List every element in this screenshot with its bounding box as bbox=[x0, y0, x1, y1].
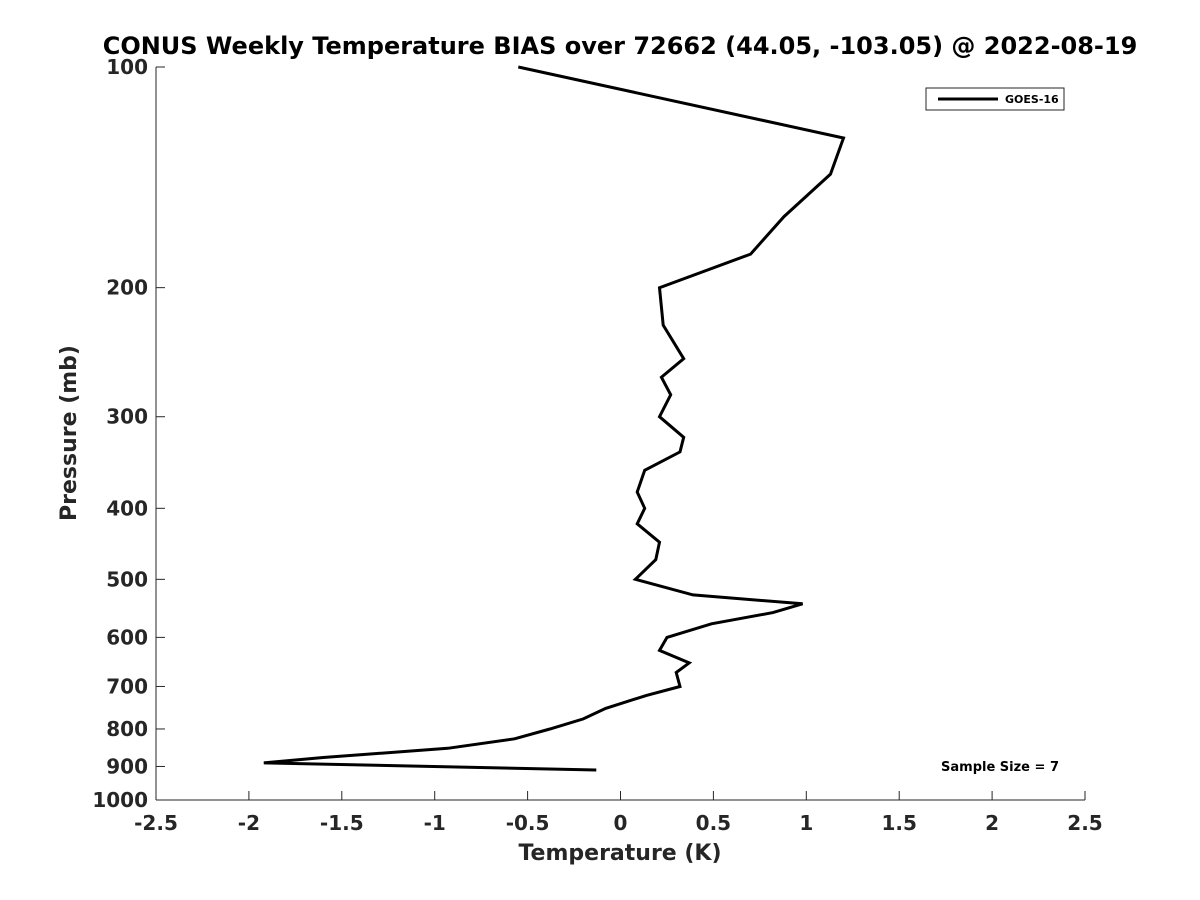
y-tick-label: 200 bbox=[106, 276, 148, 300]
y-tick-label: 1000 bbox=[92, 788, 148, 812]
chart-title: CONUS Weekly Temperature BIAS over 72662… bbox=[103, 32, 1138, 60]
y-axis-ticks: 100 200 300 400 500 600 700 800 900 1000 bbox=[92, 55, 165, 812]
y-tick-label: 900 bbox=[106, 754, 148, 778]
x-tick-label: 0.5 bbox=[696, 811, 731, 835]
y-tick-label: 300 bbox=[106, 405, 148, 429]
x-tick-label: 0 bbox=[614, 811, 628, 835]
x-tick-label: 2.5 bbox=[1067, 811, 1102, 835]
y-tick-label: 600 bbox=[106, 625, 148, 649]
legend-label-goes-16: GOES-16 bbox=[1005, 93, 1059, 106]
y-tick-label: 100 bbox=[106, 55, 148, 79]
x-tick-label: -2.5 bbox=[134, 811, 178, 835]
x-tick-label: 2 bbox=[985, 811, 999, 835]
series-line-goes-16 bbox=[263, 65, 846, 772]
y-tick-label: 400 bbox=[106, 496, 148, 520]
x-tick-label: 1.5 bbox=[881, 811, 916, 835]
x-tick-label: -0.5 bbox=[506, 811, 550, 835]
axes-background bbox=[156, 67, 1085, 800]
y-tick-label: 700 bbox=[106, 674, 148, 698]
sample-size-annotation: Sample Size = 7 bbox=[941, 760, 1059, 775]
plot-area: -2.5 -2 -1.5 -1 -0.5 0 0.5 1 1.5 2 2.5 100 200 300 40… bbox=[92, 55, 1102, 835]
x-tick-label: -1.5 bbox=[320, 811, 364, 835]
y-axis-title: Pressure (mb) bbox=[57, 345, 82, 521]
series-layer bbox=[263, 65, 846, 772]
y-tick-label: 800 bbox=[106, 717, 148, 741]
x-axis-ticks: -2.5 -2 -1.5 -1 -0.5 0 0.5 1 1.5 2 2.5 bbox=[134, 791, 1103, 835]
y-tick-label: 500 bbox=[106, 567, 148, 591]
x-tick-label: -1 bbox=[424, 811, 446, 835]
x-tick-label: 1 bbox=[799, 811, 813, 835]
legend: GOES-16 bbox=[925, 87, 1065, 111]
x-tick-label: -2 bbox=[238, 811, 260, 835]
x-axis-title: Temperature (K) bbox=[518, 841, 721, 866]
